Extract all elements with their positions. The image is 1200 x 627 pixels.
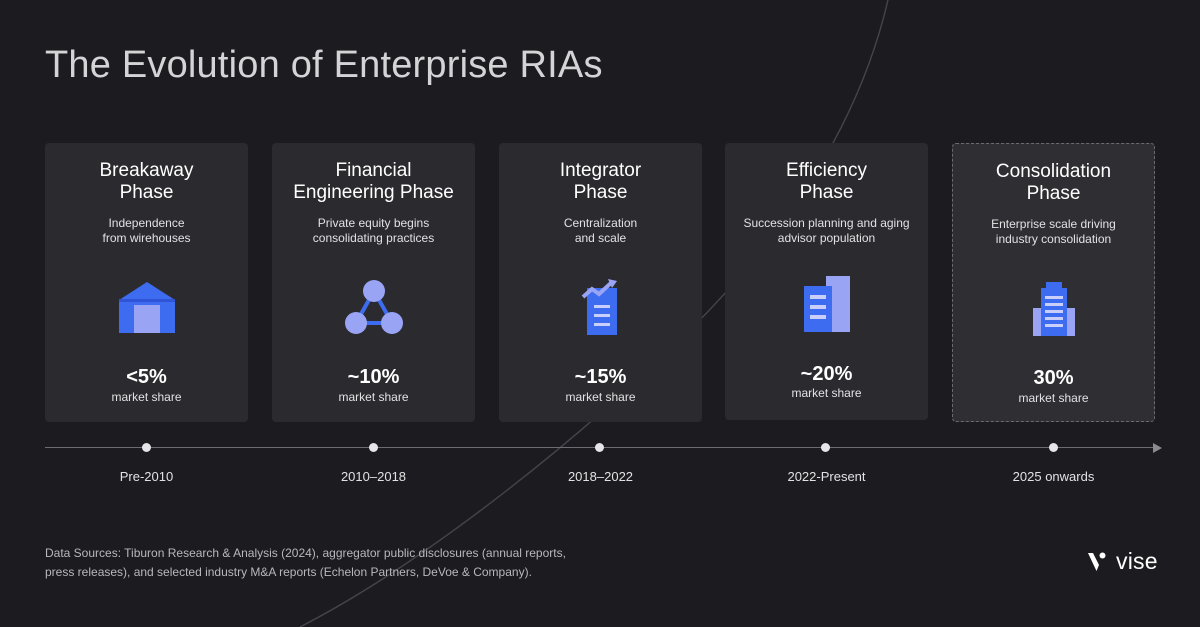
timeline-period-label: 2022-Present bbox=[787, 469, 866, 484]
phase-card-consolidation: Consolidation Phase Enterprise scale dri… bbox=[952, 143, 1155, 422]
phase-card-efficiency: Efficiency Phase Succession planning and… bbox=[725, 143, 928, 420]
data-sources-note: Data Sources: Tiburon Research & Analysi… bbox=[45, 546, 566, 579]
skyscraper-icon bbox=[1032, 282, 1075, 336]
brand-logo: vise bbox=[1087, 548, 1158, 575]
growth-document-icon bbox=[581, 279, 617, 335]
timeline-marker bbox=[142, 443, 151, 452]
phase-title: Integrator Phase bbox=[559, 160, 642, 203]
phase-card-financial-engineering: Financial Engineering Phase Private equi… bbox=[272, 143, 475, 422]
timeline-marker bbox=[821, 443, 830, 452]
timeline-period-label: 2010–2018 bbox=[340, 469, 407, 484]
phase-title: Efficiency Phase bbox=[786, 160, 867, 203]
vise-logo-icon bbox=[1088, 552, 1106, 571]
timeline-period-label: 2025 onwards bbox=[1012, 469, 1095, 484]
phase-description: Succession planning and aging advisor po… bbox=[743, 216, 910, 245]
house-icon bbox=[118, 282, 175, 333]
timeline-marker bbox=[595, 443, 604, 452]
phase-card-integrator: Integrator Phase Centralization and scal… bbox=[499, 143, 702, 422]
timeline bbox=[45, 441, 1163, 455]
timeline-period-label: Pre-2010 bbox=[119, 469, 174, 484]
market-share-value: ~20% bbox=[800, 363, 853, 385]
phase-description: Enterprise scale driving industry consol… bbox=[991, 217, 1116, 246]
timeline-marker bbox=[369, 443, 378, 452]
timeline-arrow-icon bbox=[1153, 443, 1162, 453]
phase-title: Consolidation Phase bbox=[995, 161, 1112, 204]
market-share-label: market share bbox=[1018, 391, 1089, 405]
timeline-period-label: 2018–2022 bbox=[567, 469, 634, 484]
market-share-label: market share bbox=[565, 390, 636, 404]
market-share-label: market share bbox=[111, 390, 182, 404]
phase-description: Centralization and scale bbox=[563, 216, 638, 245]
phase-description: Private equity begins consolidating prac… bbox=[312, 216, 435, 245]
page-title: The Evolution of Enterprise RIAs bbox=[45, 44, 603, 86]
timeline-marker bbox=[1049, 443, 1058, 452]
phase-title: Financial Engineering Phase bbox=[293, 160, 454, 203]
market-share-value: ~15% bbox=[574, 366, 627, 388]
phase-card-breakaway: Breakaway Phase Independence from wireho… bbox=[45, 143, 248, 422]
market-share-label: market share bbox=[791, 386, 862, 400]
network-icon bbox=[344, 280, 403, 334]
buildings-icon bbox=[803, 276, 850, 332]
phase-title: Breakaway Phase bbox=[99, 160, 194, 203]
market-share-value: 30% bbox=[1033, 367, 1074, 389]
market-share-value: ~10% bbox=[347, 366, 400, 388]
market-share-value: <5% bbox=[126, 366, 167, 388]
brand-name: vise bbox=[1116, 548, 1158, 574]
phase-description: Independence from wirehouses bbox=[102, 216, 191, 245]
market-share-label: market share bbox=[338, 390, 409, 404]
